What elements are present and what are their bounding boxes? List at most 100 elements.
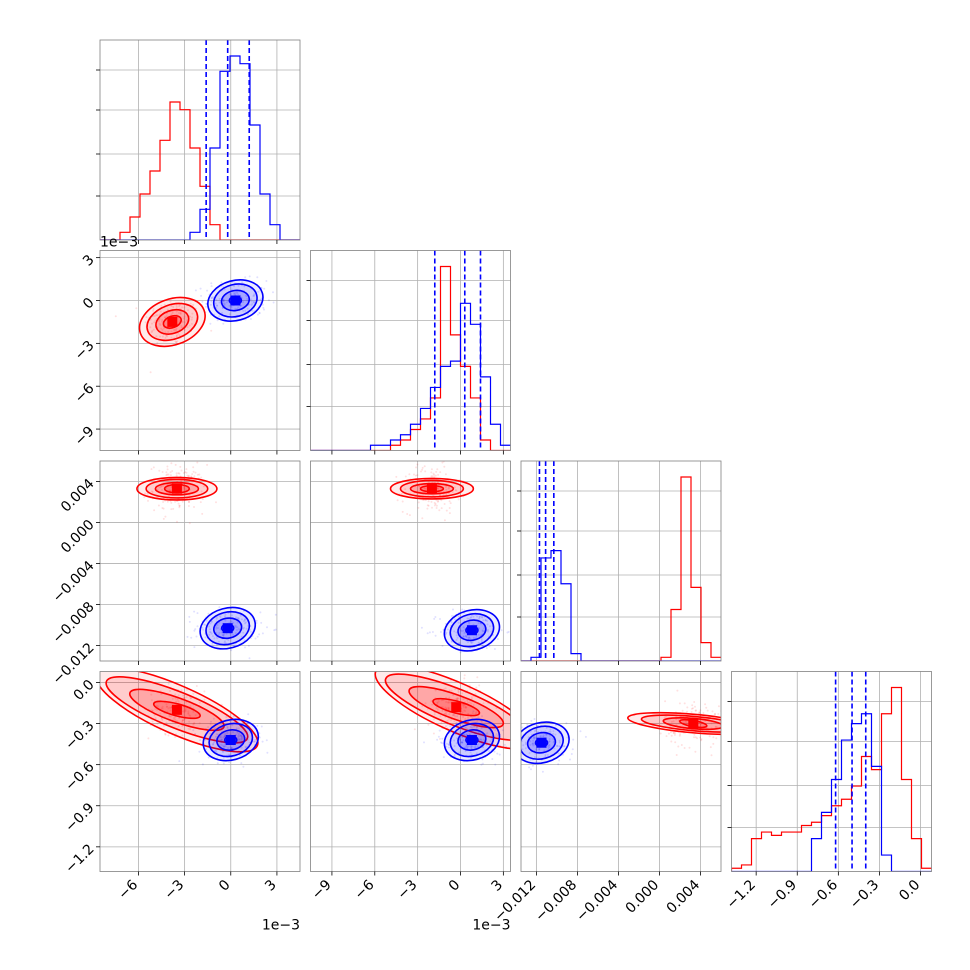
scatter-point <box>477 633 480 636</box>
scatter-point <box>164 336 167 339</box>
scatter-point <box>156 342 159 344</box>
scatter-point <box>437 473 440 476</box>
scatter-point <box>165 705 168 708</box>
scatter-point <box>167 734 170 737</box>
scatter-point <box>167 473 170 476</box>
scatter-point <box>664 700 667 703</box>
scatter-point <box>549 730 552 733</box>
scatter-point <box>189 697 192 700</box>
scatter-point <box>462 739 465 742</box>
scatter-point <box>198 722 201 725</box>
scatter-point <box>434 503 437 505</box>
scatter-point <box>465 745 468 748</box>
scatter-point <box>206 463 209 466</box>
scatter-point <box>205 748 208 751</box>
scatter-point <box>181 734 184 737</box>
scatter-point <box>475 711 478 714</box>
scatter-point <box>227 753 230 756</box>
scatter-point <box>471 745 474 748</box>
scatter-point <box>548 740 551 743</box>
scatter-point <box>186 635 189 638</box>
scatter-point <box>696 737 699 740</box>
y-tick-label: −6 <box>72 380 98 406</box>
scatter-point <box>702 712 705 714</box>
x-tick-label: 0.004 <box>664 877 704 917</box>
scatter-point <box>554 733 557 736</box>
scatter-point <box>447 746 450 749</box>
scatter-point <box>246 297 249 300</box>
scatter-point <box>173 718 176 721</box>
scatter-point <box>686 706 689 709</box>
scatter-point <box>457 498 460 501</box>
scatter-point <box>436 468 439 471</box>
scatter-point <box>193 629 196 632</box>
x-tick-label: 3 <box>489 877 507 895</box>
scatter-point <box>180 480 183 482</box>
scatter-point <box>481 758 484 761</box>
scatter-point <box>443 519 446 522</box>
panel-1-1 <box>306 250 511 455</box>
scatter-point <box>240 635 243 638</box>
scatter-point <box>221 738 223 741</box>
scatter-point <box>401 500 404 503</box>
scatter-point <box>226 732 229 735</box>
scatter-point <box>683 702 686 705</box>
scatter-point <box>238 737 241 740</box>
peak-marker <box>536 737 547 748</box>
scatter-point <box>487 629 490 631</box>
scatter-point <box>444 473 447 476</box>
scatter-point <box>218 606 221 609</box>
panel-frame <box>99 671 301 872</box>
panel-3-1: −9 −6 −3 0 3 1e−3 <box>309 671 511 934</box>
scatter-point <box>237 738 240 741</box>
scatter-point <box>228 313 231 316</box>
scatter-point <box>224 619 227 622</box>
scatter-point <box>195 635 198 638</box>
scatter-point <box>669 731 672 734</box>
scatter-point <box>154 717 157 720</box>
scatter-point <box>436 738 439 741</box>
scatter-point <box>456 697 459 700</box>
scatter-point <box>214 727 216 730</box>
scatter-point <box>436 701 439 704</box>
scatter-point <box>448 713 451 716</box>
scatter-point <box>166 468 169 471</box>
scatter-point <box>474 637 477 640</box>
scatter-point <box>571 748 574 751</box>
scatter-point <box>472 703 475 706</box>
scatter-point <box>493 648 496 650</box>
scatter-point <box>216 616 218 618</box>
scatter-point <box>448 744 450 746</box>
scatter-point <box>543 749 546 752</box>
scatter-point <box>423 741 425 744</box>
scatter-point <box>704 703 707 706</box>
scatter-point <box>228 761 231 764</box>
scatter-point <box>408 514 411 517</box>
scatter-point <box>480 640 483 643</box>
scatter-point <box>161 471 164 473</box>
scatter-point <box>247 644 250 647</box>
scatter-point <box>201 626 204 629</box>
scatter-point <box>517 764 519 766</box>
scatter-point <box>476 615 479 618</box>
scatter-point <box>179 312 182 315</box>
scatter-point <box>478 684 481 687</box>
scatter-point <box>713 713 716 716</box>
scatter-point <box>231 614 233 617</box>
scatter-point <box>482 619 485 622</box>
scatter-point <box>460 741 463 744</box>
scatter-point <box>557 763 560 766</box>
scatter-point <box>181 719 184 722</box>
scatter-point <box>723 730 725 732</box>
scatter-point <box>164 316 166 319</box>
scatter-point <box>437 487 439 490</box>
scatter-point <box>240 737 243 740</box>
x-tick-label: −1.2 <box>724 877 759 912</box>
scatter-point <box>451 714 454 717</box>
scatter-point <box>191 316 194 319</box>
scatter-point <box>218 632 221 634</box>
scatter-point <box>218 297 221 300</box>
scatter-point <box>479 615 482 618</box>
scatter-point <box>260 298 263 301</box>
scatter-point <box>427 500 430 503</box>
